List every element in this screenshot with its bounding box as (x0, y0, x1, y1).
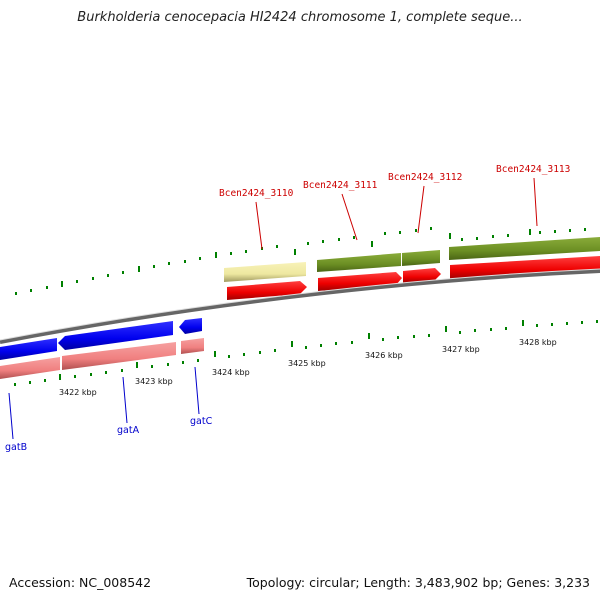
scale-label-3426: 3426 kbp (365, 351, 403, 360)
cds-reverse-gatb[interactable] (0, 338, 57, 360)
scale-label-3427: 3427 kbp (442, 345, 480, 354)
reverse-cds-track (0, 318, 202, 360)
gene-label-bcen2424-3113[interactable]: Bcen2424_3113 (496, 164, 570, 175)
gene-label-bcen2424-3111[interactable]: Bcen2424_3111 (303, 180, 378, 191)
summary-text: Topology: circular; Length: 3,483,902 bp… (246, 575, 590, 590)
feature-bar-bcen2424-3113[interactable] (449, 237, 600, 260)
cds-reverse-gata[interactable] (58, 321, 173, 350)
chromosome-backbone (0, 269, 600, 344)
inner-tick-marks (14, 320, 598, 386)
scale-label-3424: 3424 kbp (212, 368, 250, 377)
feature-bar-bcen2424-3110[interactable] (224, 262, 306, 282)
scale-label-3428: 3428 kbp (519, 338, 557, 347)
gene-label-gata[interactable]: gatA (117, 425, 140, 436)
bottom-gene-labels: gatB gatA gatC (5, 416, 213, 453)
map-title: Burkholderia cenocepacia HI2424 chromoso… (77, 10, 523, 25)
forward-cds-track (227, 256, 600, 300)
bottom-leader-lines (8, 366, 200, 440)
feature-bar-gatb[interactable] (0, 357, 60, 379)
scale-label-3423: 3423 kbp (135, 377, 173, 386)
cds-forward-bcen2424-3113[interactable] (450, 256, 600, 279)
scale-label-3422: 3422 kbp (59, 388, 97, 397)
feature-bar-gatc[interactable] (181, 338, 204, 354)
scale-label-3425: 3425 kbp (288, 359, 326, 368)
gene-label-bcen2424-3112[interactable]: Bcen2424_3112 (388, 172, 462, 183)
top-leader-lines (255, 177, 538, 250)
accession-text: Accession: NC_008542 (9, 575, 152, 590)
cds-reverse-gatc[interactable] (179, 318, 202, 334)
scale-labels: 3422 kbp 3423 kbp 3424 kbp 3425 kbp 3426… (59, 338, 557, 397)
gene-label-gatc[interactable]: gatC (190, 416, 213, 427)
outer-tick-marks (15, 227, 586, 295)
top-gene-labels: Bcen2424_3110 Bcen2424_3111 Bcen2424_311… (219, 164, 570, 199)
cds-forward-bcen2424-3112[interactable] (403, 268, 441, 283)
cds-forward-bcen2424-3111[interactable] (318, 272, 402, 291)
feature-bar-bcen2424-3112[interactable] (402, 250, 440, 266)
feature-bar-bcen2424-3111[interactable] (317, 253, 401, 272)
feature-ring-lower (0, 338, 204, 379)
feature-ring-upper (224, 237, 600, 282)
gene-label-bcen2424-3110[interactable]: Bcen2424_3110 (219, 188, 294, 199)
cds-forward-bcen2424-3110[interactable] (227, 281, 307, 300)
feature-bar-gata[interactable] (62, 342, 176, 370)
gene-label-gatb[interactable]: gatB (5, 442, 27, 453)
